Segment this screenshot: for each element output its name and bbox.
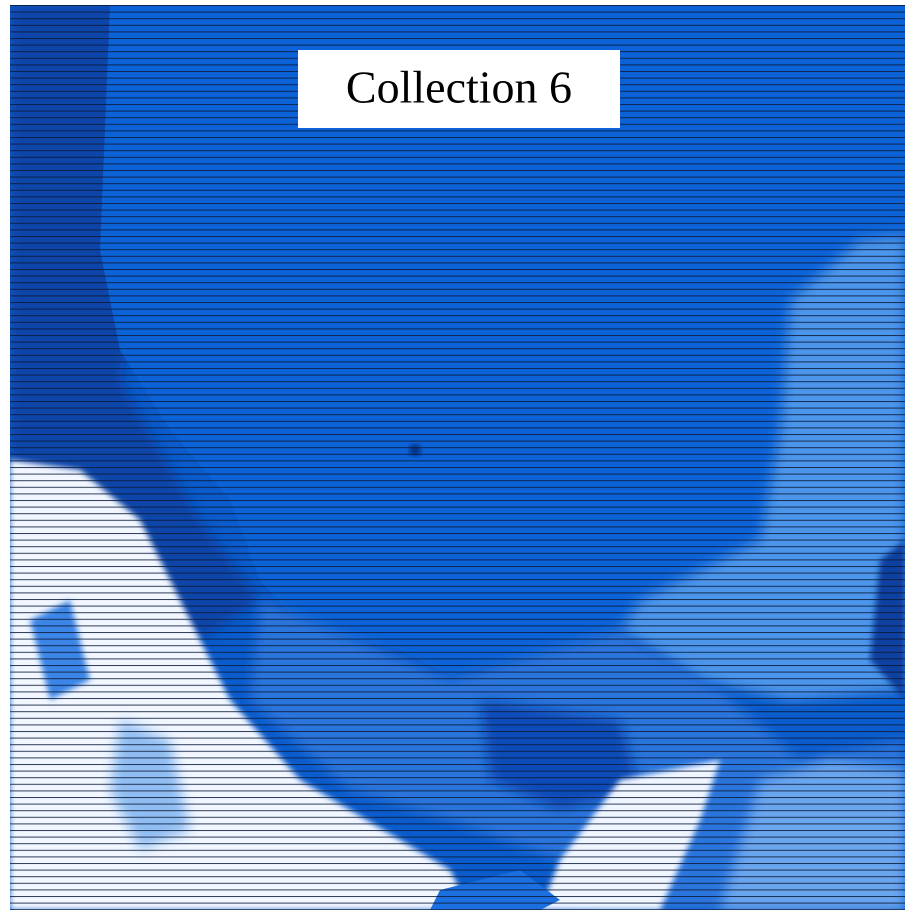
label-box bbox=[298, 50, 620, 128]
scene bbox=[10, 5, 905, 910]
scan-stripes bbox=[10, 5, 905, 910]
label: Collection 6 bbox=[346, 62, 572, 113]
